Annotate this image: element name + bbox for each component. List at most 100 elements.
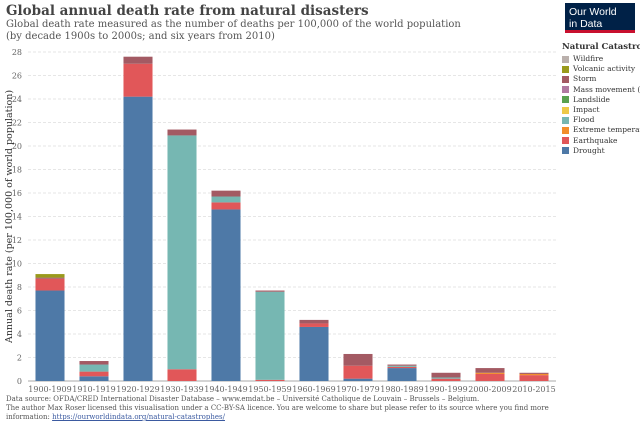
y-tick-label: 26: [12, 72, 22, 81]
x-tick-label: 1950-1959: [248, 385, 291, 394]
bar-segment-earthquake: [255, 379, 285, 381]
footer-link[interactable]: https://ourworldindata.org/natural-catas…: [52, 413, 225, 421]
legend-swatch: [562, 96, 569, 104]
bar-segment-flood: [431, 377, 461, 379]
bar-segment-earthquake: [79, 371, 109, 377]
footer-info: information: https://ourworldindata.org/…: [6, 413, 606, 422]
legend-item[interactable]: Drought: [562, 146, 640, 156]
x-tick-label: 1980-1989: [380, 385, 423, 394]
footer-licence: The author Max Roser licensed this visua…: [6, 404, 549, 412]
bar-segment-earthquake: [35, 278, 65, 291]
bar-segment-earthquake: [211, 202, 241, 210]
y-tick-label: 16: [12, 189, 22, 198]
bar-segment-flood: [167, 135, 197, 370]
bar-segment-extreme-temperature: [475, 372, 505, 374]
legend-label: Flood: [573, 115, 595, 125]
footer-info-prefix: information:: [6, 413, 53, 421]
bar-segment-flood: [387, 365, 417, 367]
y-tick-label: 22: [12, 119, 22, 128]
bar-segment-storm: [299, 319, 329, 324]
bar-segment-earthquake: [475, 373, 505, 381]
y-tick-label: 0: [17, 377, 22, 386]
legend-label: Mass movement (dry): [573, 84, 640, 94]
y-tick-label: 12: [12, 236, 22, 245]
bar-segment-storm: [79, 361, 109, 365]
legend-item[interactable]: Impact: [562, 105, 640, 115]
bar-segment-drought: [343, 378, 373, 381]
bar-segment-drought: [123, 96, 153, 382]
legend-swatch: [562, 55, 569, 63]
y-tick-label: 28: [12, 48, 22, 57]
y-tick-label: 2: [17, 354, 22, 363]
logo-line-1: Our World: [569, 6, 617, 18]
bar-segment-earthquake: [123, 63, 153, 97]
logo-accent-bar: [565, 30, 635, 33]
legend-label: Drought: [573, 145, 605, 155]
legend-item[interactable]: Volcanic activity: [562, 64, 640, 74]
legend-item[interactable]: Landslide: [562, 95, 640, 105]
legend-title: Natural Catastrophe: [562, 42, 640, 52]
bar-segment-earthquake: [431, 378, 461, 381]
x-tick-label: 1910-1919: [72, 385, 115, 394]
bar-segment-storm: [123, 56, 153, 64]
bar-segment-flood: [211, 196, 241, 203]
bar-segment-earthquake: [343, 365, 373, 379]
legend-swatch: [562, 137, 569, 145]
subtitle-line-1: Global death rate measured as the number…: [6, 19, 461, 30]
x-tick-label: 1960-1969: [292, 385, 335, 394]
subtitle-line-2: (by decade 1900s to 2000s; and six years…: [6, 30, 275, 42]
bar-segment-volcanic-activity: [35, 274, 65, 278]
legend-item[interactable]: Extreme temperature: [562, 125, 640, 135]
bar-segment-drought: [35, 290, 65, 381]
bar-segment-earthquake: [299, 323, 329, 327]
bar-segment-storm: [431, 372, 461, 378]
x-tick-label: 1940-1949: [204, 385, 247, 394]
legend-label: Earthquake: [573, 135, 618, 145]
chart-subtitle: Global death rate measured as the number…: [6, 19, 526, 42]
owid-logo[interactable]: Our World in Data: [565, 3, 635, 33]
x-tick-label: 2000-2009: [468, 385, 511, 394]
x-tick-label: 1990-1999: [424, 385, 467, 394]
bar-segment-drought: [79, 376, 109, 381]
bar-segment-storm: [475, 368, 505, 373]
legend-label: Storm: [573, 74, 597, 84]
bar-segment-storm: [35, 277, 65, 279]
legend-item[interactable]: Wildfire: [562, 54, 640, 64]
bar-segment-drought: [387, 368, 417, 381]
bar-segment-earthquake: [167, 369, 197, 381]
bar-segment-storm: [211, 190, 241, 197]
bar-segment-storm: [519, 372, 549, 374]
bar-segment-earthquake: [387, 366, 417, 369]
bar-segment-storm: [255, 290, 285, 292]
x-tick-label: 1900-1909: [28, 385, 71, 394]
bar-segment-extreme-temperature: [519, 373, 549, 376]
legend-item[interactable]: Storm: [562, 74, 640, 84]
legend-item[interactable]: Mass movement (dry): [562, 85, 640, 95]
bar-segment-storm: [343, 353, 373, 366]
legend-item[interactable]: Flood: [562, 115, 640, 125]
y-tick-label: 14: [12, 213, 22, 222]
y-tick-label: 20: [12, 142, 22, 151]
x-tick-label: 1970-1979: [336, 385, 379, 394]
bar-segment-drought: [299, 326, 329, 381]
bar-segment-flood: [255, 291, 285, 380]
y-tick-label: 18: [12, 166, 22, 175]
legend-label: Extreme temperature: [573, 125, 640, 135]
legend-swatch: [562, 126, 569, 134]
x-tick-label: 1930-1939: [160, 385, 203, 394]
y-tick-label: 6: [17, 307, 22, 316]
legend-swatch: [562, 106, 569, 114]
bar-segment-storm: [387, 364, 417, 366]
footer-source: Data source: OFDA/CRED International Dis…: [6, 395, 480, 403]
y-tick-label: 24: [12, 95, 22, 104]
bar-segment-earthquake: [519, 375, 549, 381]
legend-label: Volcanic activity: [573, 64, 636, 74]
chart-footer: Data source: OFDA/CRED International Dis…: [6, 395, 606, 422]
legend-item[interactable]: Earthquake: [562, 136, 640, 146]
legend-swatch: [562, 75, 569, 83]
bar-segment-drought: [211, 209, 241, 381]
legend-swatch: [562, 65, 569, 73]
logo-line-2: in Data: [569, 18, 603, 30]
